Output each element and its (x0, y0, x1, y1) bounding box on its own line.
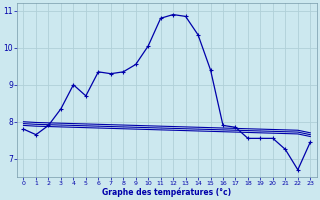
X-axis label: Graphe des températures (°c): Graphe des températures (°c) (102, 187, 231, 197)
